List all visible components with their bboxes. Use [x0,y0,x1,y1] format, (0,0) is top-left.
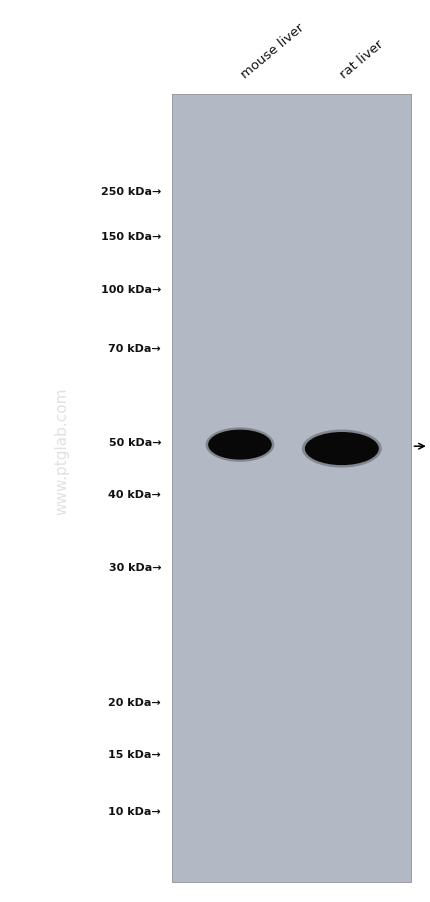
Text: 15 kDa→: 15 kDa→ [108,750,161,759]
Text: 40 kDa→: 40 kDa→ [108,490,161,500]
Text: www.ptglab.com: www.ptglab.com [55,387,70,515]
Text: 70 kDa→: 70 kDa→ [108,344,161,354]
Bar [172,95,411,882]
Ellipse shape [305,433,379,465]
Text: 100 kDa→: 100 kDa→ [101,285,161,295]
Text: 10 kDa→: 10 kDa→ [108,806,161,816]
Text: 150 kDa→: 150 kDa→ [101,232,161,242]
Ellipse shape [208,430,272,460]
Text: 50 kDa→: 50 kDa→ [109,437,161,447]
Text: 250 kDa→: 250 kDa→ [101,187,161,197]
Ellipse shape [206,428,274,463]
Text: rat liver: rat liver [338,38,386,81]
Ellipse shape [302,430,382,468]
Text: 30 kDa→: 30 kDa→ [109,562,161,572]
Text: 20 kDa→: 20 kDa→ [108,697,161,707]
Text: mouse liver: mouse liver [239,21,307,81]
